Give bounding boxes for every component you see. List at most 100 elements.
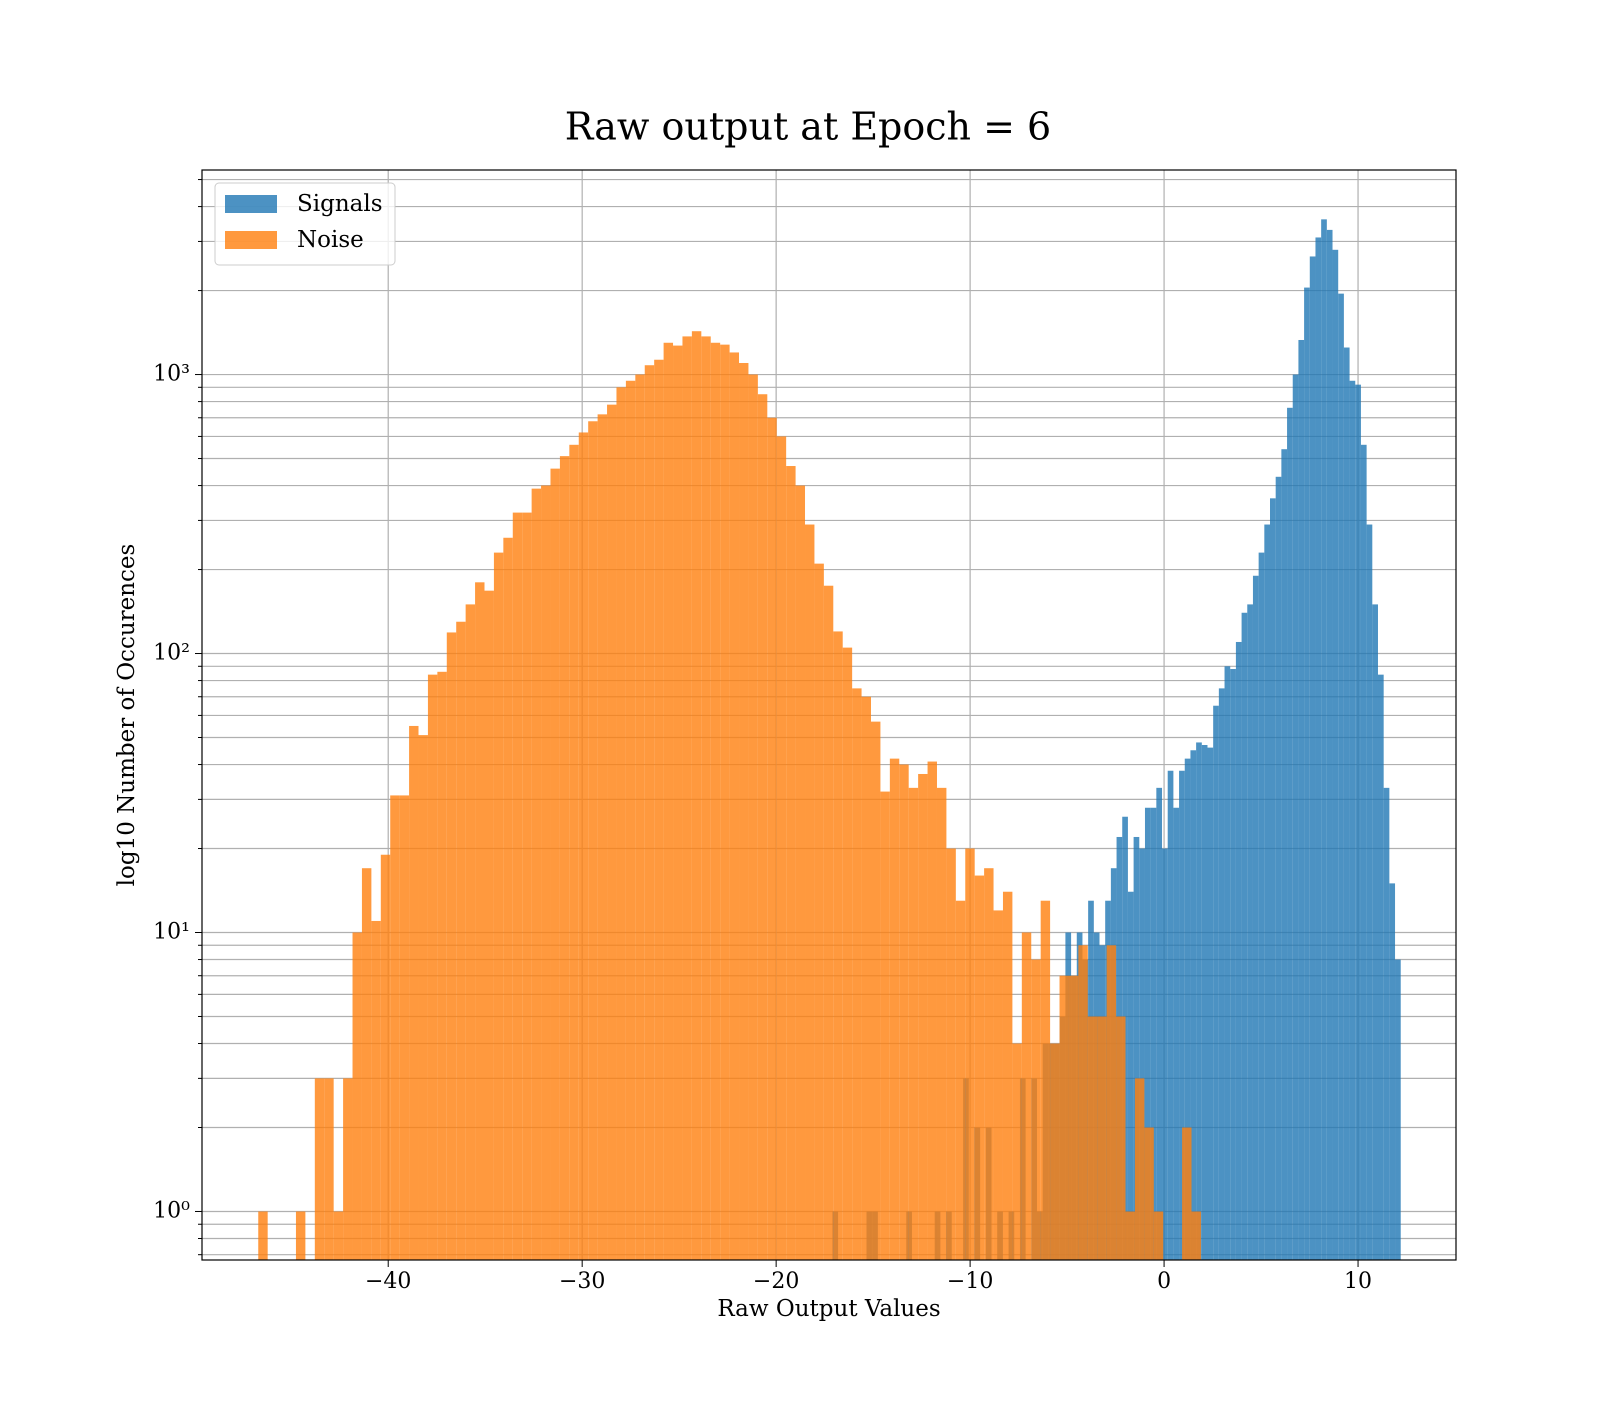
bar [786,466,796,1260]
bar [333,1211,344,1260]
bar [1332,249,1339,1260]
bar [1184,758,1191,1260]
bar [1287,407,1293,1260]
bar [1258,552,1265,1260]
x-tick-label: −30 [559,1269,605,1294]
bar [1315,237,1322,1260]
bar [1087,1016,1098,1260]
bar [974,875,985,1260]
bar [1241,612,1248,1260]
bar [1281,449,1288,1260]
bar [1068,975,1079,1260]
bar [324,1078,334,1260]
bar [1355,384,1361,1260]
bar [673,345,683,1260]
x-tick-label: 0 [1157,1269,1171,1294]
bar [1366,524,1373,1260]
bar [993,910,1003,1260]
x-tick-label: −20 [753,1269,799,1294]
legend-swatch [225,195,277,213]
bar [1298,339,1305,1260]
bar [1059,975,1069,1260]
bar [880,791,890,1260]
bar [1190,750,1197,1260]
bar [446,632,457,1260]
bar [1207,747,1214,1260]
bar [418,735,428,1260]
bar [258,1211,268,1260]
bar [456,621,466,1260]
bar [795,485,806,1260]
bar [343,1078,353,1260]
y-tick-label: 10³ [153,362,190,387]
bar [701,336,711,1260]
bar [1304,287,1310,1260]
bar [1270,498,1276,1260]
x-tick-label: −40 [365,1269,411,1294]
bar [757,394,768,1261]
bar [399,795,410,1260]
bar [1275,476,1282,1260]
bar [427,674,438,1260]
bar [1144,1127,1154,1260]
bar [588,421,598,1260]
bar [484,590,494,1260]
bar [1349,380,1356,1261]
bar [852,688,862,1260]
bar [814,563,824,1260]
bar [607,404,617,1260]
bar [663,342,674,1260]
bar [1031,959,1041,1260]
y-axis-label: log10 Number of Occurences [114,544,140,887]
bar [805,524,815,1260]
bar [1383,787,1390,1260]
bar [1150,807,1157,1260]
bar [550,468,560,1260]
bar [870,721,881,1260]
bar [1213,705,1219,1260]
bar [1173,807,1180,1260]
bar [409,725,419,1260]
bar [1162,848,1168,1260]
bar [833,631,843,1260]
bar [748,374,758,1261]
y-tick-label: 10¹ [153,920,190,945]
bar [984,868,994,1260]
bar [559,456,570,1260]
bar [1196,742,1202,1260]
bar [1116,1016,1126,1260]
bar [1338,293,1344,1260]
bar [889,758,900,1260]
bar [437,671,447,1260]
bar [776,436,787,1260]
bar [1247,604,1253,1260]
bar [597,414,608,1260]
bar [569,444,579,1260]
bar [927,761,937,1260]
bar [1343,347,1350,1260]
bar [578,432,589,1261]
bar [720,344,730,1260]
bar [1218,688,1225,1260]
bar [1372,604,1378,1260]
bar [1127,891,1134,1260]
bar [654,359,664,1260]
bar [390,795,400,1260]
x-tick-label: 10 [1344,1269,1372,1294]
bar [1264,524,1271,1260]
bar [1106,945,1117,1260]
bar [1326,229,1333,1261]
bar [1377,674,1384,1260]
bar [522,512,532,1260]
bar [371,920,381,1260]
bar [1292,374,1299,1261]
bar [1182,1127,1192,1260]
bar [512,512,523,1260]
bar [295,1211,306,1260]
bar [1139,848,1145,1260]
y-tick-label: 10⁰ [153,1198,190,1223]
bar [541,485,551,1260]
bar [1395,959,1401,1260]
